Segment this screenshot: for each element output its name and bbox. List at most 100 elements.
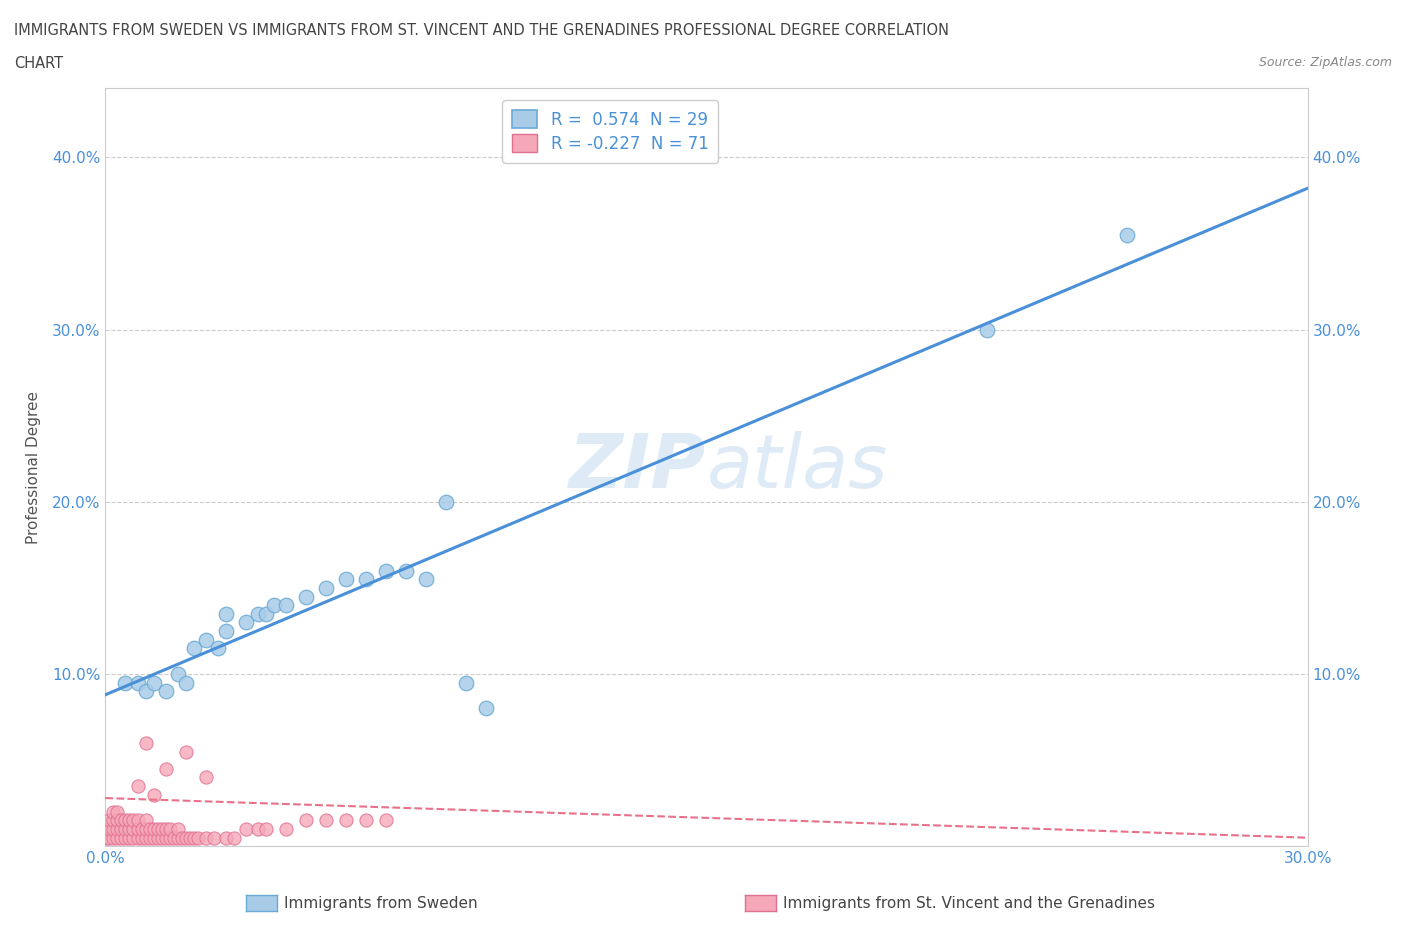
Point xyxy=(263,598,285,613)
Point xyxy=(103,830,125,845)
Point xyxy=(135,736,157,751)
Point xyxy=(179,830,201,845)
Point xyxy=(155,762,177,777)
Point xyxy=(127,778,149,793)
Point xyxy=(135,821,157,836)
Point xyxy=(135,684,157,698)
Point xyxy=(122,830,145,845)
Point xyxy=(434,495,457,510)
Point xyxy=(127,830,149,845)
Point xyxy=(127,675,149,690)
Point xyxy=(214,830,236,845)
Text: Immigrants from Sweden: Immigrants from Sweden xyxy=(284,896,478,910)
Point xyxy=(155,684,177,698)
Point xyxy=(335,813,357,828)
Point xyxy=(235,821,257,836)
Point xyxy=(122,821,145,836)
Point xyxy=(246,821,269,836)
Point xyxy=(138,830,160,845)
Point xyxy=(222,830,245,845)
Point xyxy=(103,804,125,819)
Point xyxy=(114,675,136,690)
Point xyxy=(170,830,193,845)
Text: atlas: atlas xyxy=(707,432,889,503)
Point xyxy=(174,830,197,845)
Point xyxy=(131,821,153,836)
Point xyxy=(166,830,188,845)
Point xyxy=(194,830,217,845)
Point xyxy=(254,821,277,836)
Point xyxy=(131,830,153,845)
Point xyxy=(183,830,205,845)
Text: CHART: CHART xyxy=(14,56,63,71)
Point xyxy=(107,804,129,819)
Point xyxy=(194,632,217,647)
Point xyxy=(98,821,121,836)
Point xyxy=(150,821,173,836)
Point xyxy=(107,821,129,836)
Point xyxy=(254,606,277,621)
Point xyxy=(107,813,129,828)
Point xyxy=(142,787,165,802)
Point xyxy=(315,580,337,595)
Y-axis label: Professional Degree: Professional Degree xyxy=(25,391,41,544)
Point xyxy=(142,675,165,690)
Point xyxy=(110,813,132,828)
Point xyxy=(207,641,229,656)
Point xyxy=(295,813,318,828)
Point xyxy=(135,830,157,845)
Point xyxy=(374,813,398,828)
Point xyxy=(155,830,177,845)
Text: IMMIGRANTS FROM SWEDEN VS IMMIGRANTS FROM ST. VINCENT AND THE GRENADINES PROFESS: IMMIGRANTS FROM SWEDEN VS IMMIGRANTS FRO… xyxy=(14,23,949,38)
Point xyxy=(274,821,297,836)
Point xyxy=(142,830,165,845)
Point xyxy=(183,641,205,656)
Point xyxy=(103,813,125,828)
Point xyxy=(110,830,132,845)
Point xyxy=(114,813,136,828)
Point xyxy=(335,572,357,587)
Point xyxy=(374,564,398,578)
Point xyxy=(159,821,181,836)
Point xyxy=(135,813,157,828)
Point xyxy=(274,598,297,613)
Point xyxy=(395,564,418,578)
Point xyxy=(354,813,377,828)
Point xyxy=(98,813,121,828)
Point xyxy=(127,813,149,828)
Point xyxy=(166,667,188,682)
Point xyxy=(114,821,136,836)
Point xyxy=(202,830,225,845)
Point xyxy=(138,821,160,836)
Point xyxy=(354,572,377,587)
Point xyxy=(118,830,141,845)
Point xyxy=(1116,227,1139,242)
Point xyxy=(976,322,998,337)
Point xyxy=(415,572,437,587)
Point xyxy=(454,675,477,690)
Point xyxy=(103,821,125,836)
Point xyxy=(114,830,136,845)
Point xyxy=(187,830,209,845)
Point xyxy=(98,830,121,845)
Point xyxy=(194,770,217,785)
Point xyxy=(174,675,197,690)
Point xyxy=(315,813,337,828)
Point xyxy=(142,821,165,836)
Point xyxy=(162,830,184,845)
Point xyxy=(174,744,197,759)
Text: ZIP: ZIP xyxy=(569,431,707,504)
Point xyxy=(235,615,257,630)
Point xyxy=(96,830,118,845)
Point xyxy=(246,606,269,621)
Text: Source: ZipAtlas.com: Source: ZipAtlas.com xyxy=(1258,56,1392,69)
Point xyxy=(475,701,498,716)
Point xyxy=(146,830,169,845)
Point xyxy=(122,813,145,828)
Point xyxy=(107,830,129,845)
Point xyxy=(127,821,149,836)
Point xyxy=(155,821,177,836)
Point xyxy=(110,821,132,836)
Legend: R =  0.574  N = 29, R = -0.227  N = 71: R = 0.574 N = 29, R = -0.227 N = 71 xyxy=(502,100,718,163)
Point xyxy=(295,589,318,604)
